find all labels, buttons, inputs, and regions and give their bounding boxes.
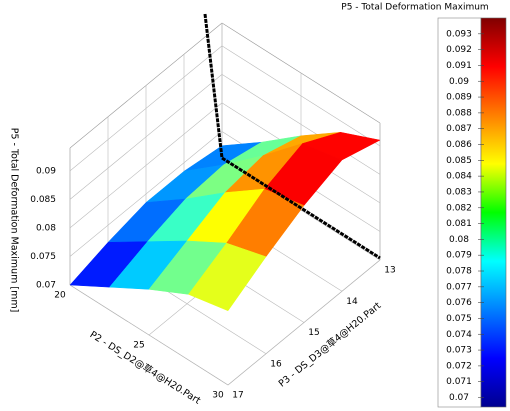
colorbar-tick-label: 0.082 (446, 203, 472, 213)
colorbar-tick-label: 0.084 (446, 172, 472, 182)
colorbar-tick-label: 0.09 (449, 77, 469, 87)
z-tick-label: 0.075 (30, 252, 56, 262)
colorbar-tick-label: 0.077 (446, 282, 472, 292)
x-tick-label: 30 (212, 391, 224, 401)
colorbar-tick-label: 0.081 (446, 219, 472, 229)
x-tick-label: 20 (54, 291, 66, 301)
colorbar-tick-label: 0.083 (446, 187, 472, 197)
colorbar-tick-label: 0.08 (449, 235, 469, 245)
z-tick-label: 0.09 (36, 166, 56, 176)
colorbar-tick-label: 0.089 (446, 93, 472, 103)
y-tick-label: 14 (346, 297, 358, 307)
colorbar-tick-label: 0.086 (446, 140, 472, 150)
colorbar-tick-label: 0.076 (446, 298, 472, 308)
y-tick-label: 17 (232, 391, 243, 401)
colorbar-tick-label: 0.07 (449, 393, 469, 403)
axis-line (221, 156, 381, 260)
colorbar-tick-label: 0.091 (446, 61, 472, 71)
z-axis-label: P5 - Total Deformation Maximum [mm] (9, 128, 20, 313)
z-tick-label: 0.085 (30, 195, 56, 205)
axis-line (203, 13, 224, 159)
colorbar-tick-label: 0.079 (446, 251, 472, 261)
x-tick-label: 25 (133, 341, 144, 351)
surface-patch (188, 242, 267, 312)
colorbar-frame (437, 17, 482, 408)
colorbar-tick-label: 0.088 (446, 108, 472, 118)
colorbar-tick-label: 0.072 (446, 361, 472, 371)
grid-line (69, 284, 229, 386)
z-tick-label: 0.08 (36, 223, 56, 233)
y-tick-label: 13 (384, 266, 395, 276)
y-tick-label: 15 (308, 328, 319, 338)
colorbar-tick-label: 0.071 (446, 377, 472, 387)
y-tick-label: 16 (270, 359, 282, 369)
z-tick-label: 0.07 (36, 281, 56, 291)
colorbar-tick-label: 0.093 (446, 29, 472, 39)
colorbar-tick-label: 0.075 (446, 314, 472, 324)
y-axis-label: P3 - DS_D3@草4@H20.Part (276, 299, 383, 389)
colorbar (480, 17, 507, 408)
colorbar-tick-label: 0.078 (446, 267, 472, 277)
colorbar-title: P5 - Total Deformation Maximum (341, 3, 488, 13)
colorbar-tick-label: 0.092 (446, 45, 472, 55)
colorbar-tick-label: 0.073 (446, 346, 472, 356)
colorbar-tick-label: 0.087 (446, 124, 472, 134)
colorbar-tick-label: 0.085 (446, 156, 472, 166)
colorbar-tick-label: 0.074 (446, 330, 472, 340)
surface (69, 131, 381, 312)
x-axis-label: P2 - DS_D2@草4@H20.Part (88, 329, 203, 407)
